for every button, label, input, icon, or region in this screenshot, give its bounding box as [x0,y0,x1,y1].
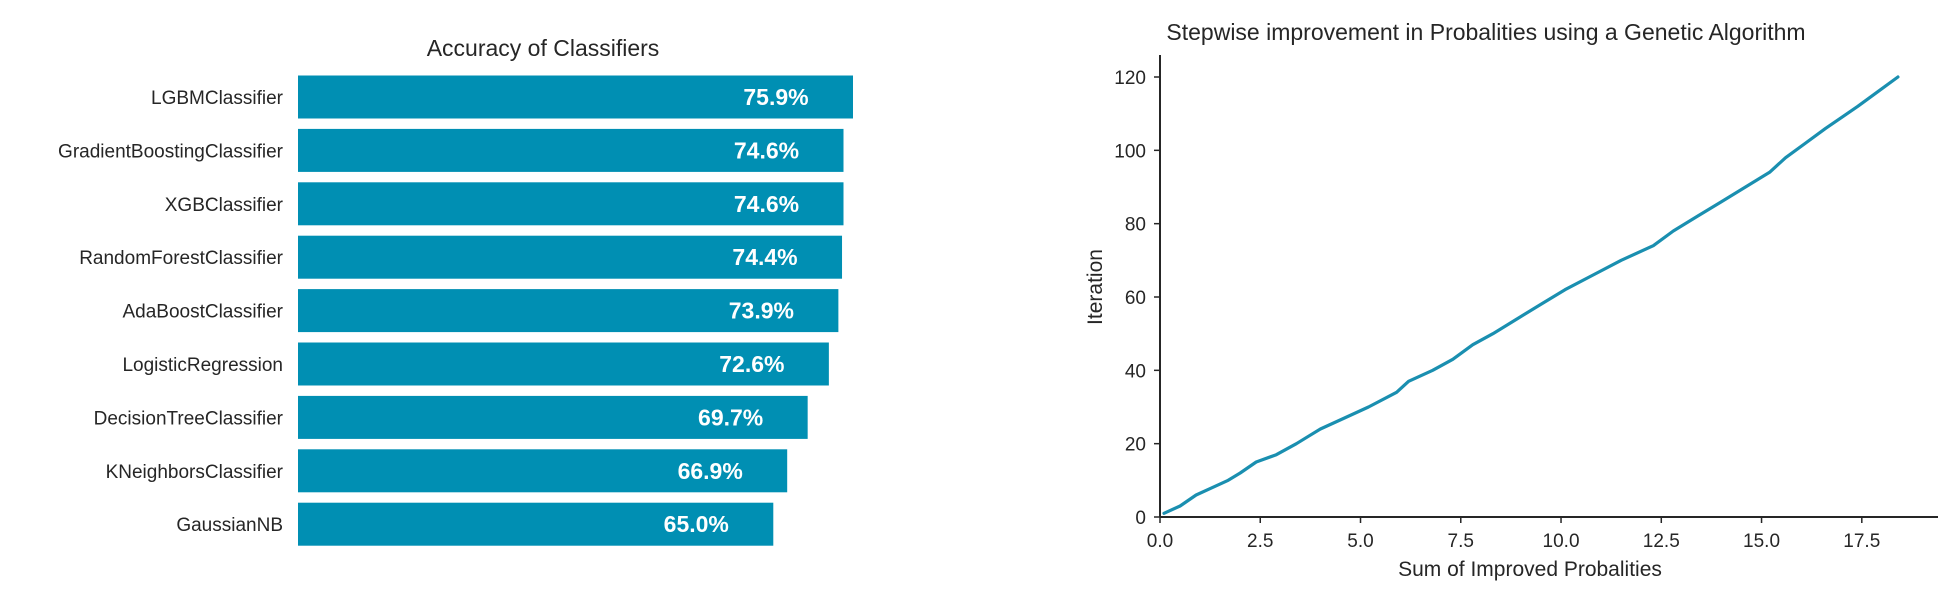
bar-series [298,75,853,546]
x-tick-label: 2.5 [1247,531,1273,552]
bar-value-label: 66.9% [678,458,743,484]
bar [298,395,808,439]
x-tick-label: 10.0 [1543,531,1580,552]
y-axis-label: Iteration [1084,249,1107,325]
y-tick-label: 0 [1135,508,1146,529]
bar-value-label: 74.6% [734,191,799,217]
bar [298,235,843,279]
x-tick-label: 15.0 [1743,531,1780,552]
x-axis-ticks: 0.0 2.5 5.0 7.5 10.0 12.5 15.0 17.5 [1147,517,1880,552]
bar-category-label: RandomForestClassifier [79,248,283,269]
bar [298,342,829,386]
x-tick-label: 17.5 [1843,531,1880,552]
bar-category-label: KNeighborsClassifier [106,462,284,483]
bar-value-label: 75.9% [743,84,808,110]
bar-value-label: 65.0% [664,511,729,537]
y-tick-label: 120 [1114,68,1146,89]
bar [298,128,844,172]
bar [298,449,788,493]
x-tick-label: 7.5 [1448,531,1474,552]
bar-value-label: 73.9% [729,298,794,324]
bar-value-label: 74.4% [732,244,797,270]
bar-value-label: 69.7% [698,404,763,430]
y-tick-label: 100 [1114,141,1146,162]
bar-category-label: LGBMClassifier [151,88,284,109]
bar-category-label: DecisionTreeClassifier [94,408,284,429]
bar-category-label: AdaBoostClassifier [122,302,283,323]
bar [298,75,853,119]
line-series [1162,75,1900,515]
bar-chart-title: Accuracy of Classifiers [427,35,660,61]
y-tick-label: 20 [1125,435,1146,456]
bar-category-label: GaussianNB [176,515,283,536]
bar-chart: Accuracy of Classifiers LGBMClassifier Gr… [58,35,853,546]
bar-category-label: LogisticRegression [122,355,283,376]
bar-value-label: 72.6% [719,351,784,377]
bar [298,289,839,333]
bar-data-labels: 75.9% 74.6% 74.6% 74.4% 73.9% 72.6% 69.7% 66.9%… [664,84,809,537]
bar [298,182,844,226]
y-tick-label: 40 [1125,361,1146,382]
bar-category-label: XGBClassifier [165,195,284,216]
y-axis-ticks: 0 20 40 60 80 100 120 [1114,68,1160,529]
x-tick-label: 5.0 [1347,531,1373,552]
bar [298,502,774,546]
line-chart: Stepwise improvement in Probalities usin… [1084,19,1938,581]
y-tick-label: 60 [1125,288,1146,309]
bar-value-label: 74.6% [734,137,799,163]
x-tick-label: 0.0 [1147,531,1173,552]
line-chart-title: Stepwise improvement in Probalities usin… [1166,19,1805,45]
bar-category-label: GradientBoostingClassifier [58,141,284,162]
y-tick-label: 80 [1125,215,1146,236]
bar-category-labels: LGBMClassifier GradientBoostingClassifier… [58,88,284,536]
x-axis-label: Sum of Improved Probalities [1398,558,1662,581]
x-tick-label: 12.5 [1643,531,1680,552]
